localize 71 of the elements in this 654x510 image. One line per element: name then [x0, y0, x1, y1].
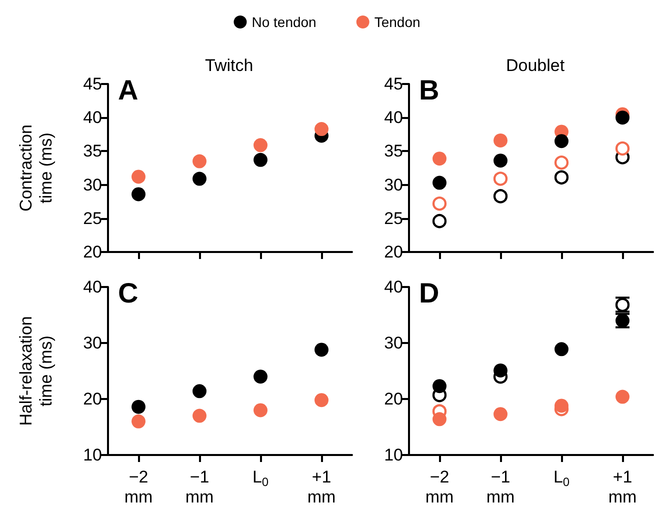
- point: [432, 214, 447, 228]
- x-tick-label: −2 mm: [124, 468, 153, 506]
- y-tick-label: 40: [83, 278, 102, 296]
- point: [494, 154, 508, 168]
- point: [554, 134, 568, 148]
- point: [132, 414, 146, 428]
- annotation: D: [419, 278, 440, 308]
- point: [494, 133, 508, 148]
- y-tick-label: 10: [384, 446, 403, 464]
- y-tick-label: 20: [384, 390, 403, 408]
- point: [493, 172, 508, 186]
- x-tick-label: +1 mm: [307, 468, 336, 506]
- point: [493, 189, 508, 204]
- y-tick-label: 30: [83, 334, 102, 352]
- annotation: B: [419, 74, 440, 106]
- point: [432, 196, 447, 211]
- point: [616, 390, 630, 404]
- chart-title: Twitch: [205, 56, 254, 75]
- y-tick-label: 40: [83, 108, 102, 128]
- y-tick-label: 20: [384, 242, 403, 262]
- y-tick-label: 25: [83, 208, 102, 228]
- point: [314, 122, 328, 136]
- y-tick-label: 45: [384, 74, 403, 94]
- point: [432, 379, 446, 394]
- x-tick-label: −1 mm: [486, 468, 515, 506]
- y-tick-label: 40: [384, 108, 403, 128]
- point: [554, 156, 569, 170]
- point: [192, 384, 206, 398]
- y-tick-label: 35: [384, 142, 403, 161]
- point: [494, 363, 508, 378]
- y-tick-label: 45: [83, 74, 102, 94]
- point: [554, 170, 569, 185]
- annotation: C: [118, 278, 138, 308]
- legend-label: Tendon: [374, 14, 420, 30]
- y-tick-label: 25: [384, 208, 403, 228]
- point: [132, 187, 146, 202]
- y-tick-label: 20: [83, 242, 102, 262]
- point: [254, 138, 268, 152]
- y-tick-label: 35: [83, 142, 102, 161]
- y-tick-label: 30: [384, 175, 403, 194]
- point: [616, 110, 630, 125]
- legend-label: No tendon: [252, 14, 316, 30]
- y-axis-title: Contraction time (ms): [16, 124, 56, 212]
- point: [494, 407, 508, 422]
- y-axis-title: Half-relaxation time (ms): [16, 316, 56, 426]
- x-tick-label: −1 mm: [185, 468, 214, 506]
- chart-title: Doublet: [506, 56, 565, 75]
- point: [192, 408, 206, 423]
- y-tick-label: 10: [83, 446, 102, 464]
- x-tick-label: +1 mm: [608, 468, 637, 506]
- annotation: A: [118, 74, 138, 106]
- point: [132, 400, 146, 414]
- point: [554, 342, 568, 356]
- point: [314, 342, 328, 357]
- point: [254, 370, 268, 384]
- point: [132, 170, 146, 184]
- y-tick-label: 30: [384, 334, 403, 352]
- point: [314, 393, 328, 408]
- point: [432, 176, 446, 190]
- x-tick-label: −2 mm: [425, 468, 454, 506]
- point: [554, 398, 568, 413]
- y-tick-label: 30: [83, 175, 102, 194]
- point: [615, 141, 630, 156]
- y-tick-label: 20: [83, 390, 102, 408]
- point: [432, 152, 446, 166]
- point: [254, 152, 268, 167]
- point: [192, 154, 206, 168]
- point: [432, 412, 446, 426]
- point: [254, 403, 268, 418]
- point: [192, 172, 206, 186]
- y-tick-label: 40: [384, 278, 403, 296]
